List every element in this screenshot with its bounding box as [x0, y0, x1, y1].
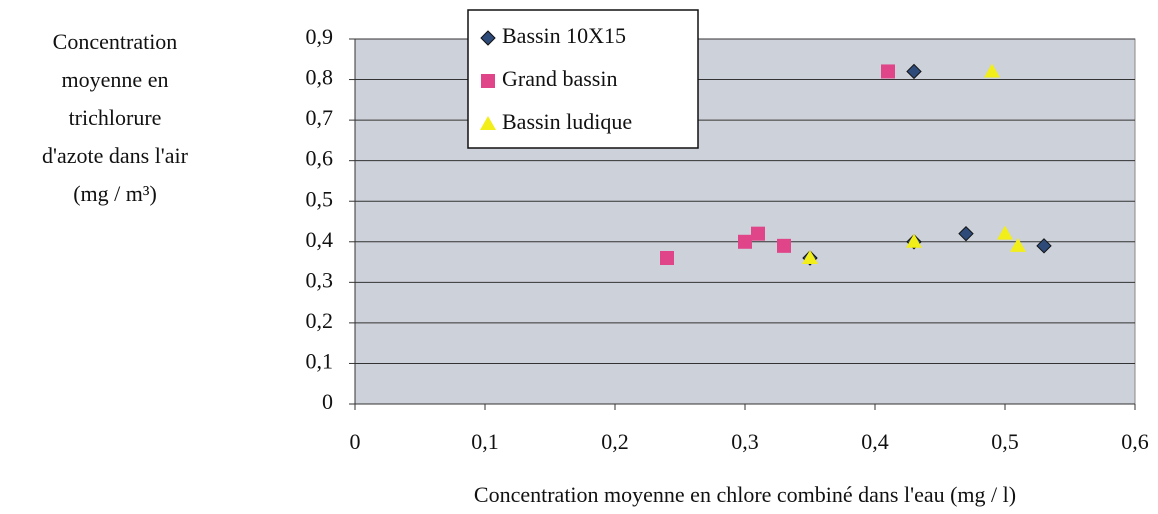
y-tick-label: 0,5	[306, 186, 334, 211]
point	[906, 63, 922, 80]
legend-marker	[481, 74, 495, 88]
point	[777, 238, 791, 253]
y-axis-label: moyenne en	[62, 67, 169, 92]
legend-label: Bassin 10X15	[502, 23, 626, 48]
y-tick-label: 0	[322, 389, 333, 414]
x-tick-label: 0,4	[861, 429, 889, 454]
point	[906, 233, 922, 248]
point	[997, 225, 1013, 240]
x-tick-label: 0,2	[601, 429, 629, 454]
y-tick-label: 0,8	[306, 65, 334, 90]
x-tick-label: 0,5	[991, 429, 1019, 454]
y-tick-label: 0,9	[306, 24, 334, 49]
y-axis-label: trichlorure	[69, 105, 162, 130]
x-tick-label: 0,6	[1121, 429, 1149, 454]
legend-label: Bassin ludique	[502, 109, 632, 134]
point	[751, 226, 765, 241]
legend-marker	[480, 116, 496, 130]
legend	[467, 9, 699, 149]
y-tick-label: 0,7	[306, 105, 334, 130]
point	[660, 251, 674, 265]
x-tick-label: 0,1	[471, 429, 499, 454]
point	[958, 225, 974, 242]
y-tick-label: 0,1	[306, 348, 334, 373]
point	[802, 250, 818, 264]
point	[1036, 238, 1052, 254]
y-axis-label: (mg / m³)	[73, 181, 157, 206]
y-tick-label: 0,6	[306, 146, 334, 171]
y-tick-label: 0,4	[306, 227, 334, 252]
x-tick-label: 0	[350, 429, 361, 454]
y-axis-label: Concentration	[53, 29, 178, 54]
point	[881, 64, 895, 79]
x-axis-label: Concentration moyenne en chlore combiné …	[474, 482, 1016, 507]
x-tick-label: 0,3	[731, 429, 759, 454]
y-tick-label: 0,3	[306, 267, 334, 292]
point	[738, 234, 752, 249]
legend-label: Grand bassin	[502, 66, 617, 91]
y-tick-label: 0,2	[306, 308, 334, 333]
point	[984, 63, 1000, 78]
point	[1010, 237, 1026, 252]
legend-marker	[480, 30, 496, 46]
y-axis-label: d'azote dans l'air	[42, 143, 189, 168]
